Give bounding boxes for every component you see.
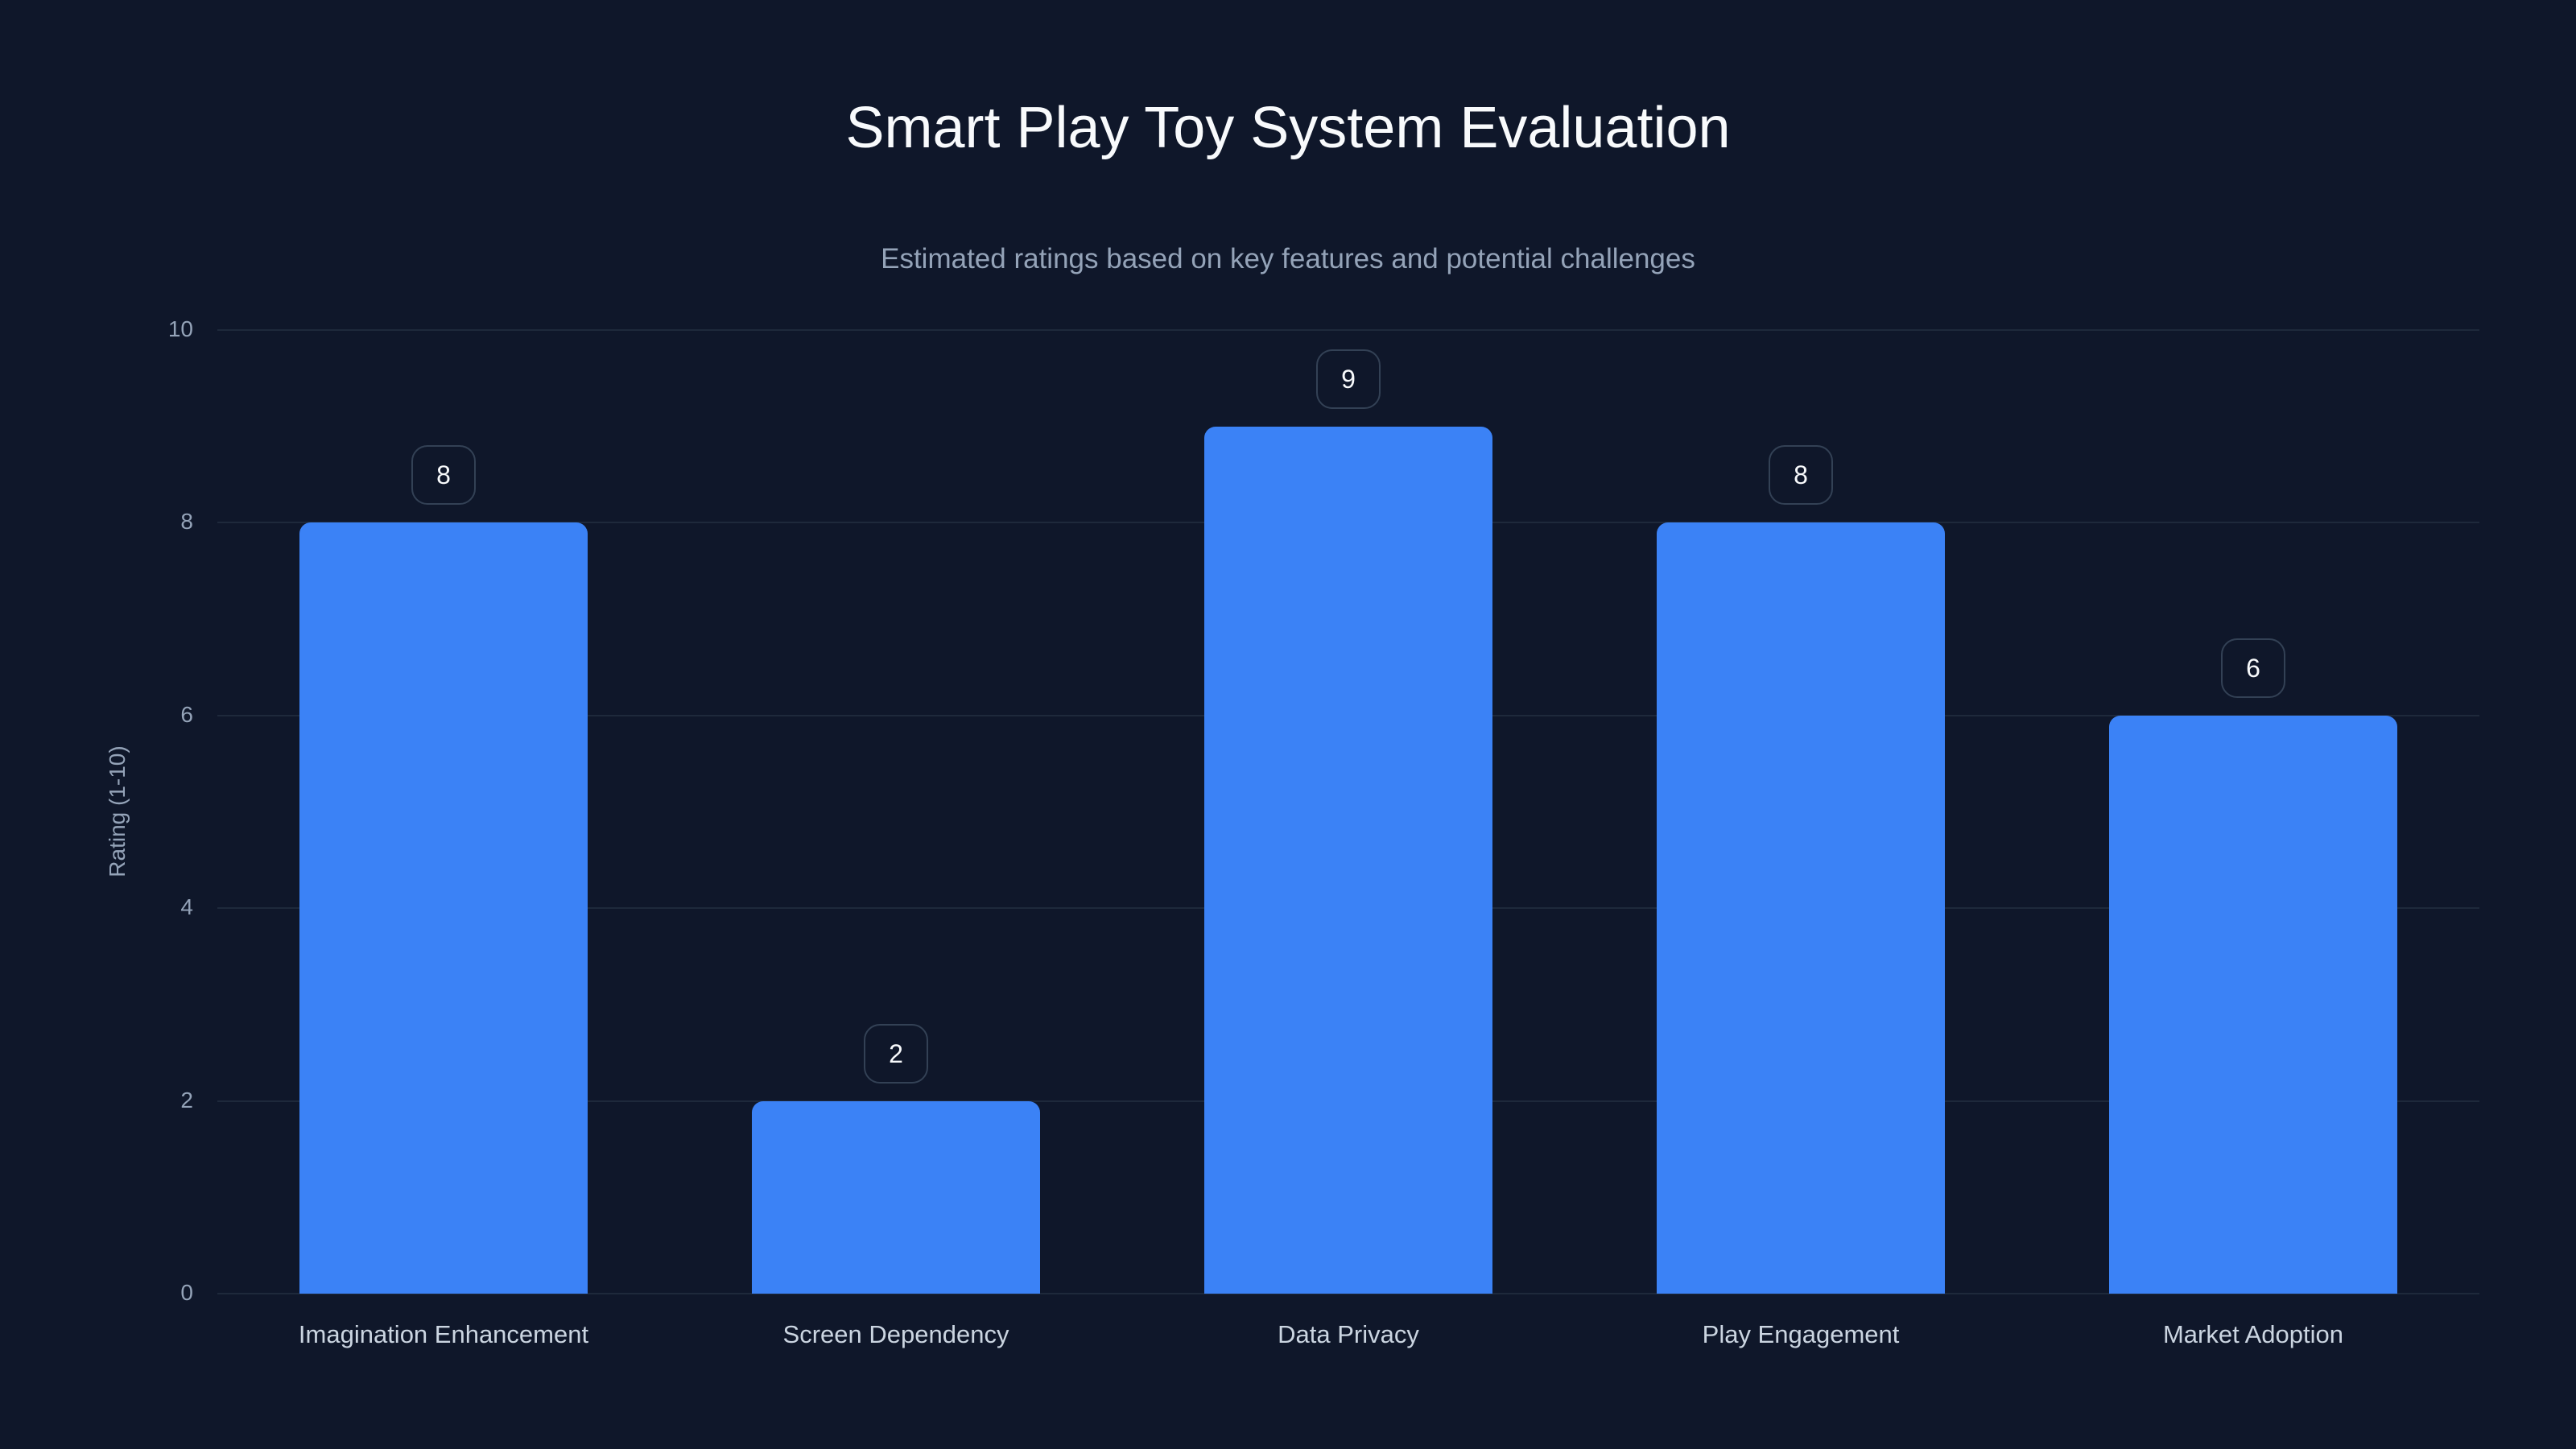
value-label: 8 — [411, 445, 476, 506]
gridline — [217, 329, 2479, 331]
x-tick-label: Market Adoption — [2162, 1320, 2344, 1348]
x-tick-label: Play Engagement — [1702, 1320, 1900, 1348]
y-tick-label: 8 — [180, 509, 193, 535]
bar[interactable] — [752, 1100, 1040, 1294]
x-tick-label: Data Privacy — [1278, 1320, 1419, 1348]
bar[interactable] — [1204, 426, 1492, 1294]
chart-subtitle: Estimated ratings based on key features … — [881, 243, 1695, 275]
chart-title: Smart Play Toy System Evaluation — [845, 96, 1731, 160]
y-axis-label: Rating (1-10) — [105, 745, 130, 877]
y-tick-label: 2 — [180, 1087, 193, 1113]
value-label: 6 — [2221, 638, 2285, 698]
plot-area: 8 2 9 8 6 — [217, 329, 2479, 1294]
x-tick-label: Screen Dependency — [782, 1320, 1009, 1348]
y-tick-label: 6 — [180, 701, 193, 727]
x-tick-label: Imagination Enhancement — [298, 1320, 589, 1348]
bar[interactable] — [2109, 715, 2397, 1294]
y-tick-label: 0 — [180, 1280, 193, 1305]
value-label: 2 — [864, 1023, 928, 1084]
bar[interactable] — [1657, 522, 1945, 1294]
bar[interactable] — [299, 522, 588, 1294]
gridline — [217, 1293, 2479, 1294]
y-tick-label: 4 — [180, 894, 193, 920]
value-label: 9 — [1316, 349, 1381, 409]
value-label: 8 — [1769, 445, 1833, 506]
y-tick-label: 10 — [167, 316, 193, 341]
